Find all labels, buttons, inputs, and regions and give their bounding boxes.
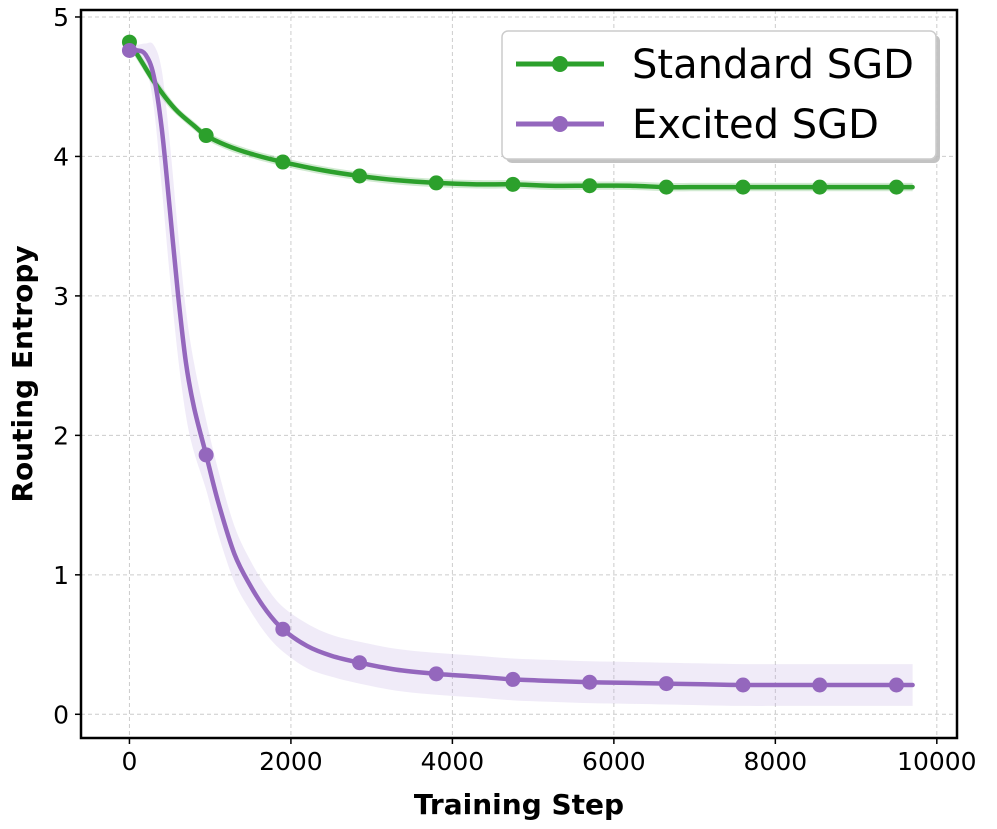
x-tick-label: 10000 <box>897 747 977 776</box>
point-standard-sgd <box>735 179 751 195</box>
point-excited-sgd <box>658 676 674 692</box>
point-standard-sgd <box>582 178 598 194</box>
x-tick-label: 6000 <box>582 747 646 776</box>
point-excited-sgd <box>582 674 598 690</box>
y-tick-label: 0 <box>53 700 69 729</box>
y-axis-title: Routing Entropy <box>6 245 39 502</box>
series-markers <box>121 34 904 693</box>
legend-box <box>501 30 937 160</box>
point-excited-sgd <box>735 677 751 693</box>
point-excited-sgd <box>121 42 137 58</box>
y-tick-label: 1 <box>53 561 69 590</box>
point-excited-sgd <box>428 666 444 682</box>
y-tick-label: 2 <box>53 421 69 450</box>
point-excited-sgd <box>275 621 291 637</box>
legend: Standard SGD Excited SGD <box>501 30 940 163</box>
x-tick-label: 4000 <box>421 747 485 776</box>
legend-label-excited-sgd: Excited SGD <box>632 102 879 148</box>
line-excited-sgd <box>127 47 915 688</box>
point-standard-sgd <box>812 179 828 195</box>
plot-area-frame <box>79 8 959 740</box>
y-tick-label: 4 <box>53 142 69 171</box>
point-standard-sgd <box>275 154 291 170</box>
point-excited-sgd <box>505 671 521 687</box>
point-excited-sgd <box>352 655 368 671</box>
x-tick-label: 8000 <box>744 747 808 776</box>
point-excited-sgd <box>198 447 214 463</box>
legend-label-standard-sgd: Standard SGD <box>632 42 914 88</box>
point-standard-sgd <box>658 179 674 195</box>
x-axis-title: Training Step <box>414 788 624 821</box>
point-standard-sgd <box>888 179 904 195</box>
point-excited-sgd <box>888 677 904 693</box>
x-tick-label: 2000 <box>259 747 323 776</box>
y-tick-label: 3 <box>53 282 69 311</box>
legend-marker-excited-sgd <box>552 116 568 132</box>
point-standard-sgd <box>505 176 521 192</box>
legend-marker-standard-sgd <box>552 56 568 72</box>
axis-ticks: 0 2000 4000 6000 8000 10000 0 1 2 3 4 5 <box>53 3 976 776</box>
point-standard-sgd <box>352 168 368 184</box>
point-standard-sgd <box>428 175 444 191</box>
point-excited-sgd <box>812 677 828 693</box>
y-tick-label: 5 <box>53 3 69 32</box>
point-standard-sgd <box>198 128 214 144</box>
x-tick-label: 0 <box>121 747 137 776</box>
